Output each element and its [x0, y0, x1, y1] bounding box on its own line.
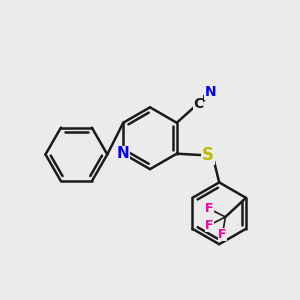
Text: N: N	[117, 146, 130, 161]
Text: S: S	[202, 146, 214, 164]
Text: F: F	[218, 228, 227, 241]
Text: F: F	[205, 202, 213, 215]
Text: F: F	[205, 219, 213, 232]
Text: C: C	[193, 97, 203, 111]
Text: N: N	[205, 85, 216, 99]
